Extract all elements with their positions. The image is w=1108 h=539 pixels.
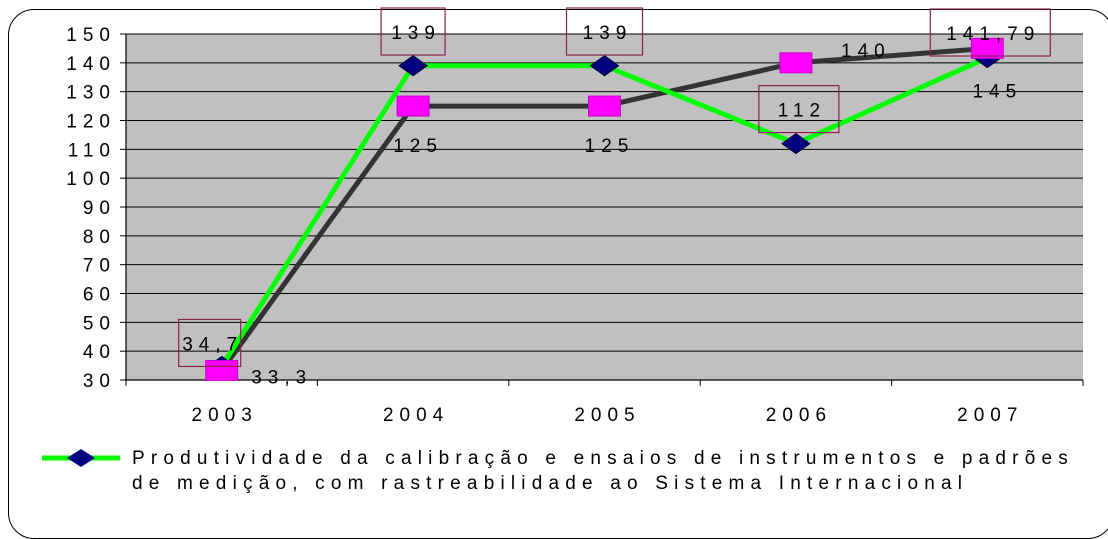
series-markers — [205, 37, 1004, 381]
y-tick-label: 60 — [83, 285, 116, 306]
data-label-box — [178, 318, 242, 368]
y-tick-label: 30 — [83, 371, 116, 392]
y-tick-label: 110 — [68, 140, 116, 161]
square-marker — [205, 359, 239, 381]
diamond-marker — [398, 55, 428, 77]
data-label: 125 — [585, 136, 635, 157]
y-tick-label: 140 — [66, 54, 116, 75]
square-marker — [396, 95, 430, 117]
data-label: 34,7 — [182, 334, 243, 355]
legend-key — [42, 449, 120, 467]
legend-diamond-marker — [67, 449, 95, 467]
square-marker — [588, 95, 621, 117]
y-tick-label: 150 — [66, 25, 116, 46]
y-tick-label: 70 — [83, 256, 116, 277]
data-label: 141,79 — [946, 24, 1040, 45]
gridlines — [126, 33, 1083, 352]
data-label: 139 — [583, 23, 633, 44]
y-tick-label: 50 — [83, 313, 116, 334]
y-tick-label: 100 — [66, 169, 116, 190]
data-label: 112 — [778, 101, 826, 122]
legend: Produtividade da calibração e ensaios de… — [40, 446, 1108, 526]
data-labels: 34,7 139 139 112 141,79 33,3 125 125 140 145 — [178, 7, 1051, 388]
data-label-box — [565, 7, 644, 56]
data-label: 139 — [391, 23, 441, 44]
data-label-box — [929, 8, 1051, 57]
x-tick-label: 2005 — [574, 405, 640, 426]
x-tick-label: 2004 — [383, 405, 449, 426]
data-label: 33,3 — [251, 367, 312, 388]
y-tick-label: 130 — [66, 83, 116, 104]
data-label-box — [380, 7, 446, 56]
square-marker — [779, 52, 813, 74]
y-axis-ticks: 150 140 130 120 110 100 90 80 70 60 50 40 30 — [66, 25, 116, 392]
x-axis-ticks: 2003 2004 2005 2006 2007 — [192, 405, 1023, 426]
diamond-marker — [589, 55, 620, 77]
y-tick-label: 40 — [83, 342, 116, 363]
y-tick-label: 80 — [83, 227, 116, 248]
legend-series-label: Produtividade da calibração e ensaios de… — [132, 448, 1074, 494]
data-label: 140 — [841, 41, 891, 62]
square-marker — [970, 37, 1004, 59]
y-tick-label: 120 — [66, 112, 116, 133]
axes — [120, 33, 1084, 386]
x-tick-label: 2007 — [957, 405, 1023, 426]
data-label: 125 — [393, 136, 443, 157]
y-tick-label: 90 — [83, 198, 116, 219]
x-tick-label: 2003 — [192, 405, 258, 426]
data-label: 145 — [972, 81, 1022, 102]
x-tick-label: 2006 — [766, 405, 832, 426]
data-label-box — [758, 84, 840, 134]
diamond-marker — [781, 132, 811, 155]
